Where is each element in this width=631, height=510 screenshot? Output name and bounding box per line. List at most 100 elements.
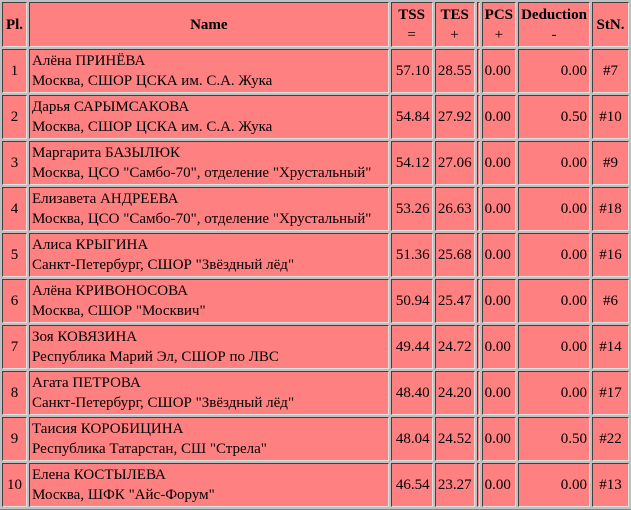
place: 2 <box>2 95 27 139</box>
pcs-label: PCS <box>484 6 513 23</box>
table-row: 6 Алёна КРИВОНОСОВА Москва, СШОР "Москвич… <box>2 279 629 323</box>
start-number: #10 <box>592 95 629 139</box>
table-row: 10 Елена КОСТЫЛЕВА Москва, ШФК "Айс-Форум… <box>2 463 629 507</box>
deduction-label: Deduction <box>521 6 587 23</box>
skater-cell: Дарья САРЫМСАКОВА Москва, СШОР ЦСКА им. С… <box>29 95 389 139</box>
tss: 53.26 <box>390 187 433 231</box>
tes: 24.72 <box>434 325 475 369</box>
start-number: #22 <box>592 417 629 461</box>
skater-name: Дарья САРЫМСАКОВА <box>32 99 190 115</box>
pcs: 0.00 <box>481 187 516 231</box>
skater-club: Санкт-Петербург, СШОР "Звёздный лёд" <box>32 257 295 273</box>
tss-sub: = <box>407 26 416 43</box>
deduction: 0.00 <box>518 279 590 323</box>
pcs: 0.00 <box>481 325 516 369</box>
place: 8 <box>2 371 27 415</box>
skater-cell: Агата ПЕТРОВА Санкт-Петербург, СШОР "Звёз… <box>29 371 389 415</box>
start-number: #7 <box>592 49 629 93</box>
skater-name: Маргарита БАЗЫЛЮК <box>32 145 181 161</box>
start-number: #14 <box>592 325 629 369</box>
tes: 27.06 <box>434 141 475 185</box>
skater-club: Москва, СШОР ЦСКА им. С.А. Жука <box>32 73 273 89</box>
tes: 24.20 <box>434 371 475 415</box>
pcs: 0.00 <box>481 141 516 185</box>
header-pcs: PCS + <box>481 2 516 47</box>
tss: 50.94 <box>390 279 433 323</box>
tss-label: TSS <box>398 6 425 23</box>
table-row: 1 Алёна ПРИНЁВА Москва, СШОР ЦСКА им. С.А… <box>2 49 629 93</box>
pcs: 0.00 <box>481 279 516 323</box>
skater-cell: Алёна КРИВОНОСОВА Москва, СШОР "Москвич" <box>29 279 389 323</box>
tss: 49.44 <box>390 325 433 369</box>
spacer-cell <box>476 95 480 139</box>
skater-cell: Алёна ПРИНЁВА Москва, СШОР ЦСКА им. С.А. … <box>29 49 389 93</box>
tss: 48.04 <box>390 417 433 461</box>
skater-cell: Зоя КОВЯЗИНА Республика Марий Эл, СШОР по… <box>29 325 389 369</box>
pcs: 0.00 <box>481 417 516 461</box>
deduction: 0.00 <box>518 463 590 507</box>
spacer-cell <box>476 187 480 231</box>
tes: 27.92 <box>434 95 475 139</box>
skater-club: Москва, ЦСО "Самбо-70", отделение "Хруст… <box>32 165 372 181</box>
skater-name: Алёна ПРИНЁВА <box>32 53 146 69</box>
header-tes: TES + <box>434 2 475 47</box>
skater-cell: Елизавета АНДРЕЕВА Москва, ЦСО "Самбо-70"… <box>29 187 389 231</box>
start-number: #18 <box>592 187 629 231</box>
deduction: 0.50 <box>518 95 590 139</box>
tes: 23.27 <box>434 463 475 507</box>
tes: 28.55 <box>434 49 475 93</box>
deduction: 0.00 <box>518 187 590 231</box>
tes: 25.68 <box>434 233 475 277</box>
skater-club: Москва, ШФК "Айс-Форум" <box>32 487 215 503</box>
skater-name: Агата ПЕТРОВА <box>32 375 141 391</box>
table-row: 7 Зоя КОВЯЗИНА Республика Марий Эл, СШОР … <box>2 325 629 369</box>
pcs: 0.00 <box>481 463 516 507</box>
spacer-cell <box>476 325 480 369</box>
table-row: 5 Алиса КРЫГИНА Санкт-Петербург, СШОР "Зв… <box>2 233 629 277</box>
spacer-cell <box>476 371 480 415</box>
pcs: 0.00 <box>481 233 516 277</box>
pcs: 0.00 <box>481 49 516 93</box>
tss: 46.54 <box>390 463 433 507</box>
header-start-number: StN. <box>592 2 629 47</box>
tes-sub: + <box>450 26 459 43</box>
skater-name: Елизавета АНДРЕЕВА <box>32 191 179 207</box>
skater-club: Москва, СШОР ЦСКА им. С.А. Жука <box>32 119 273 135</box>
deduction: 0.50 <box>518 417 590 461</box>
spacer-cell <box>476 279 480 323</box>
deduction: 0.00 <box>518 371 590 415</box>
tes: 24.52 <box>434 417 475 461</box>
spacer-cell <box>476 141 480 185</box>
tss: 54.84 <box>390 95 433 139</box>
skater-club: Санкт-Петербург, СШОР "Звёздный лёд" <box>32 395 295 411</box>
header-deduction: Deduction - <box>518 2 590 47</box>
skater-club: Москва, СШОР "Москвич" <box>32 303 206 319</box>
start-number: #13 <box>592 463 629 507</box>
start-number: #17 <box>592 371 629 415</box>
place: 6 <box>2 279 27 323</box>
skater-name: Алёна КРИВОНОСОВА <box>32 283 189 299</box>
tss: 48.40 <box>390 371 433 415</box>
tss: 51.36 <box>390 233 433 277</box>
table-row: 3 Маргарита БАЗЫЛЮК Москва, ЦСО "Самбо-70… <box>2 141 629 185</box>
spacer-cell <box>476 463 480 507</box>
skater-name: Зоя КОВЯЗИНА <box>32 329 138 345</box>
pcs: 0.00 <box>481 371 516 415</box>
skater-name: Таисия КОРОБИЦИНА <box>32 421 184 437</box>
place: 4 <box>2 187 27 231</box>
skater-name: Елена КОСТЫЛЕВА <box>32 467 166 483</box>
pcs: 0.00 <box>481 95 516 139</box>
tes: 25.47 <box>434 279 475 323</box>
table-row: 9 Таисия КОРОБИЦИНА Республика Татарстан,… <box>2 417 629 461</box>
place: 10 <box>2 463 27 507</box>
tes: 26.63 <box>434 187 475 231</box>
deduction: 0.00 <box>518 49 590 93</box>
header-spacer <box>476 2 480 47</box>
table-row: 2 Дарья САРЫМСАКОВА Москва, СШОР ЦСКА им.… <box>2 95 629 139</box>
deduction-sub: - <box>551 26 557 43</box>
spacer-cell <box>476 417 480 461</box>
place: 3 <box>2 141 27 185</box>
table-row: 4 Елизавета АНДРЕЕВА Москва, ЦСО "Самбо-7… <box>2 187 629 231</box>
spacer-cell <box>476 233 480 277</box>
